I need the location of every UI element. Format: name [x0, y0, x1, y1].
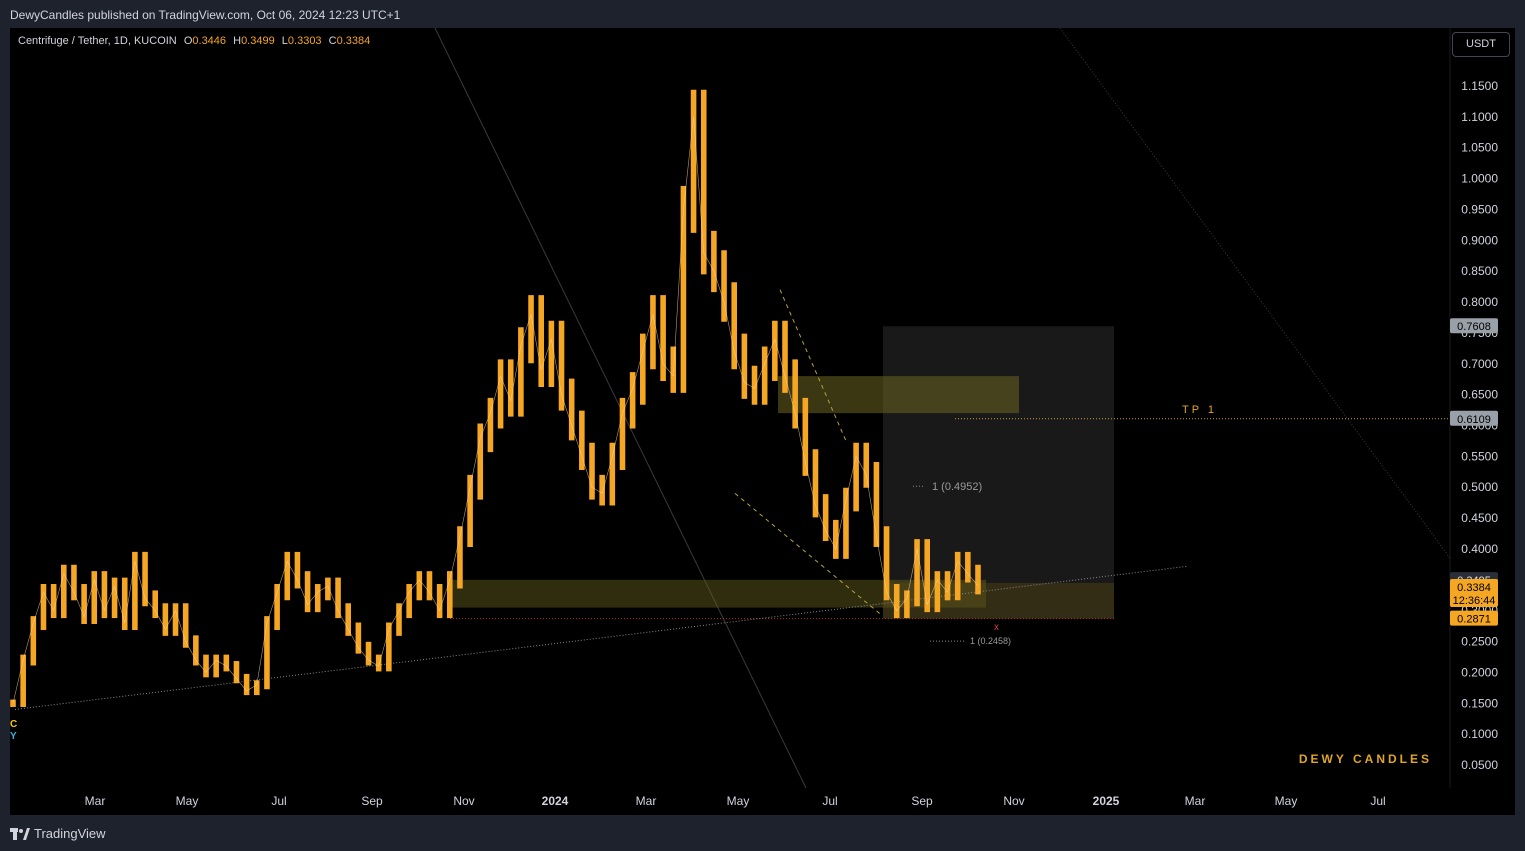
x-tick-label: Sep	[911, 794, 933, 808]
y-tick-label: 0.9500	[1461, 202, 1498, 216]
price-tag	[1450, 318, 1498, 334]
legend-symbol: Centrifuge / Tether, 1D, KUCOIN	[18, 35, 177, 47]
x-tick-label: 2025	[1093, 794, 1120, 808]
chart-pane[interactable]: TP 1 1 (0.4952) 1 (0.2458) x 1.1500 1.1000 1.0…	[10, 28, 1515, 815]
corner-c: C	[10, 719, 17, 730]
y-tick-label: 0.0500	[1461, 758, 1498, 772]
x-tick-label: Sep	[361, 794, 383, 808]
y-tick-label: 0.1000	[1461, 727, 1498, 741]
tradingview-logo[interactable]: TradingView	[10, 826, 106, 841]
supply-zone	[778, 376, 1019, 414]
x-tick-label: Nov	[453, 794, 474, 808]
fib-upper-label: 1 (0.4952)	[932, 481, 982, 493]
price-tag	[1450, 610, 1498, 626]
y-tick-label: 1.1500	[1461, 79, 1498, 93]
y-tick-label: 0.7000	[1461, 357, 1498, 371]
y-tick-label: 0.4500	[1461, 511, 1498, 525]
pattern-line-upper	[779, 289, 847, 442]
y-tick-label: 1.0500	[1461, 141, 1498, 155]
footer-brand: TradingView	[34, 826, 106, 841]
legend-low: 0.3303	[287, 35, 322, 47]
y-tick-label: 0.8000	[1461, 295, 1498, 309]
price-tag-label: 0.6109	[1457, 414, 1491, 426]
y-tick-label: 0.1500	[1461, 696, 1498, 710]
legend-close-label: C	[328, 35, 337, 47]
footer: TradingView	[0, 815, 1525, 851]
tp-label: TP 1	[1182, 404, 1217, 416]
legend-low-label: L	[281, 35, 288, 47]
price-tag-countdown: 12:36:44	[1453, 595, 1496, 607]
y-tick-label: 0.5000	[1461, 480, 1498, 494]
price-tag-label: 0.2871	[1457, 614, 1491, 626]
publish-line: DewyCandles published on TradingView.com…	[10, 8, 401, 22]
x-tick-label: May	[727, 794, 750, 808]
legend-open-label: O	[183, 35, 193, 47]
legend-open: 0.3446	[192, 35, 227, 47]
x-tick-label: Mar	[85, 794, 106, 808]
x-tick-label: May	[176, 794, 199, 808]
entry-zone	[883, 582, 1114, 619]
corner-y: Y	[10, 731, 17, 742]
price-tag	[1450, 410, 1498, 426]
x-tick-label: 2024	[542, 794, 569, 808]
watermark: DEWY CANDLES	[1299, 752, 1432, 766]
y-tick-label: 0.2500	[1461, 635, 1498, 649]
y-tick-label: 1.1000	[1461, 110, 1498, 124]
legend-high: 0.3499	[241, 35, 275, 47]
currency-button[interactable]: USDT	[1452, 32, 1510, 57]
price-tag-label: 0.3384	[1457, 582, 1491, 594]
publish-bar: DewyCandles published on TradingView.com…	[0, 0, 1525, 28]
stop-marker: x	[994, 622, 999, 633]
y-tick-label: 0.6500	[1461, 388, 1498, 402]
rising-trendline	[14, 565, 1189, 710]
x-tick-label: Jul	[1370, 794, 1385, 808]
legend-close: 0.3384	[336, 35, 371, 47]
x-tick-label: Jul	[822, 794, 837, 808]
price-chart[interactable]: TP 1 1 (0.4952) 1 (0.2458) x 1.1500 1.1000 1.0…	[10, 28, 1515, 815]
x-tick-label: Mar	[636, 794, 657, 808]
fib-lower-label: 1 (0.2458)	[970, 636, 1011, 646]
x-tick-label: Jul	[271, 794, 286, 808]
y-tick-label: 0.9000	[1461, 233, 1498, 247]
x-tick-label: Mar	[1185, 794, 1206, 808]
x-tick-label: Nov	[1003, 794, 1024, 808]
y-tick-label: 0.5500	[1461, 449, 1498, 463]
x-tick-label: May	[1275, 794, 1298, 808]
legend-high-label: H	[233, 35, 242, 47]
y-tick-label: 1.0000	[1461, 172, 1498, 186]
y-tick-label: 0.2000	[1461, 665, 1498, 679]
y-tick-label: 0.8500	[1461, 264, 1498, 278]
price-line	[12, 116, 979, 704]
symbol-legend: Centrifuge / Tether, 1D, KUCOIN O0.3446 …	[18, 35, 370, 47]
y-tick-label: 0.4000	[1461, 542, 1498, 556]
projection-box	[883, 326, 1114, 619]
diagonal-trendline-right	[1059, 28, 1451, 559]
tradingview-icon	[10, 827, 30, 840]
price-series	[10, 89, 981, 707]
price-tag-label: 0.7608	[1457, 321, 1491, 333]
price-tag	[1450, 578, 1498, 607]
